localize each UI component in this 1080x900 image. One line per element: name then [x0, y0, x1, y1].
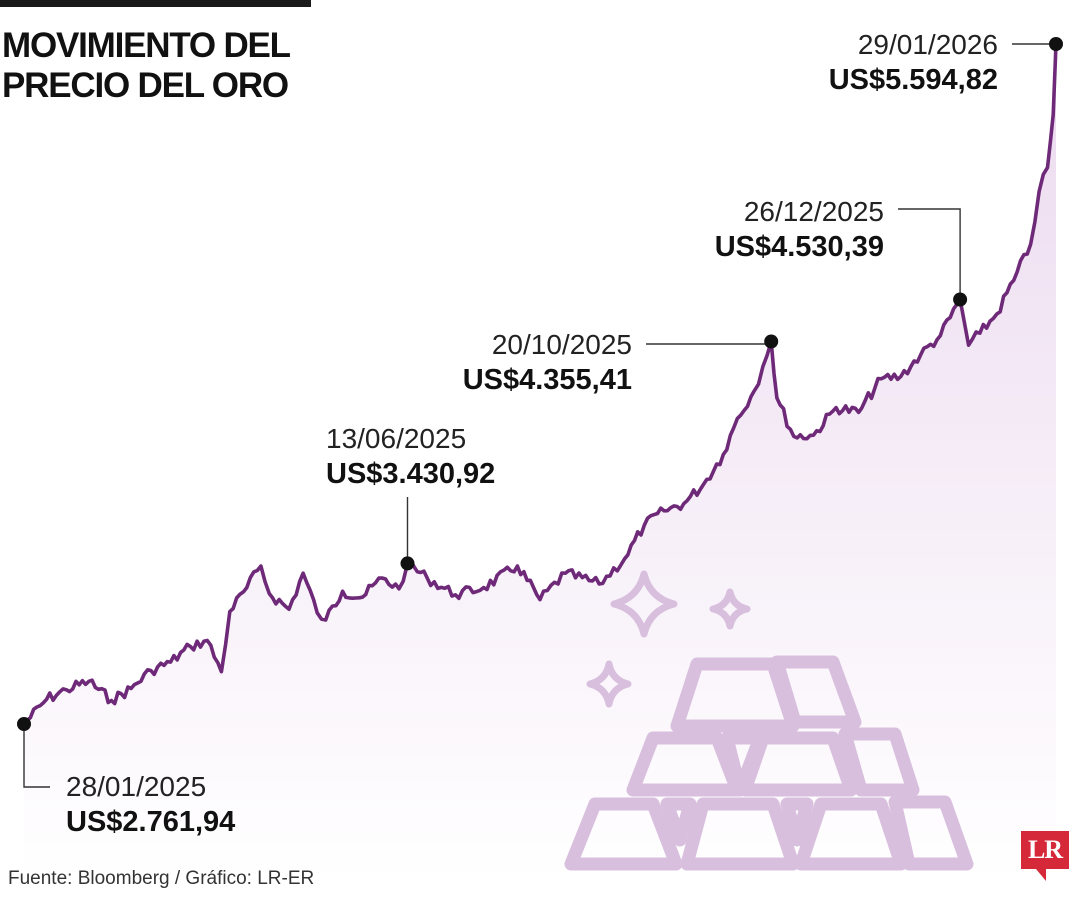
annotation-date: 28/01/2025 — [66, 771, 206, 802]
price-area-fill — [24, 44, 1056, 880]
annotation-value: US$4.355,41 — [463, 364, 632, 396]
annotations: 28/01/2025 US$2.761,94 13/06/2025 US$3.430,… — [17, 29, 1063, 838]
price-line — [22, 42, 1058, 726]
lr-logo: LR — [1021, 831, 1069, 869]
chart-title-line-2: PRECIO DEL ORO — [2, 66, 289, 105]
annotation-point — [400, 556, 415, 571]
annotation-value: US$3.430,92 — [326, 458, 495, 490]
annotation-value: US$4.530,39 — [715, 231, 884, 263]
annotation-date: 13/06/2025 — [326, 423, 466, 454]
annotation-date: 26/12/2025 — [744, 196, 884, 227]
annotation-date: 20/10/2025 — [492, 329, 632, 360]
annotation-point — [764, 334, 779, 349]
source-note: Fuente: Bloomberg / Gráfico: LR-ER — [8, 868, 315, 889]
annotation-value: US$2.761,94 — [66, 806, 235, 838]
gold-bars-icon — [564, 655, 974, 871]
annotation-leader — [898, 208, 961, 300]
lr-logo-tail — [1036, 869, 1046, 881]
annotation-point — [1049, 37, 1063, 51]
chart-title-line-1: MOVIMIENTO DEL — [2, 26, 291, 65]
sparkle-icon — [586, 660, 632, 708]
annotation-value: US$5.594,82 — [829, 64, 998, 96]
annotation-leader — [23, 724, 50, 788]
annotation-point — [953, 292, 968, 307]
annotation-point — [17, 717, 31, 731]
chart-title: MOVIMIENTO DEL PRECIO DEL ORO — [2, 26, 332, 106]
top-rule — [0, 0, 311, 7]
sparkle-icon — [610, 570, 678, 638]
annotation-date: 29/01/2026 — [858, 29, 998, 60]
sparkle-icon — [709, 588, 751, 630]
annotation-leader — [646, 341, 772, 345]
